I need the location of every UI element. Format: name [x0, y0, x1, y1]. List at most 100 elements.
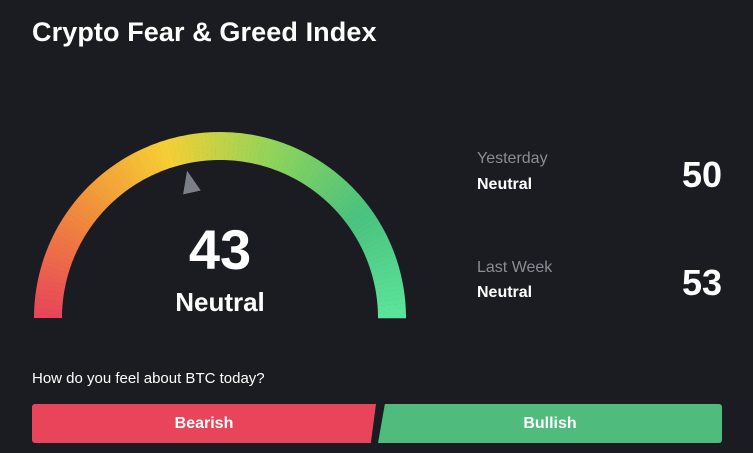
gauge-arc-segment — [85, 186, 109, 210]
gauge-arc-segment — [306, 162, 326, 188]
gauge-arc-segment — [252, 136, 264, 165]
gauge-arc-segment — [37, 279, 66, 290]
gauge-arc — [34, 132, 406, 319]
gauge-arc-segment — [322, 176, 345, 201]
gauge-arc-segment — [34, 312, 63, 318]
gauge-arc-segment — [291, 152, 309, 180]
gauge-arc-segment — [342, 200, 368, 222]
gauge-arc-segment — [328, 183, 352, 207]
gauge-arc-segment — [224, 132, 230, 161]
gauge-arc-segment — [35, 293, 64, 302]
gauge-arc-segment — [75, 197, 100, 219]
gauge-arc-segment — [127, 154, 145, 182]
gauge-arc-segment — [162, 139, 176, 168]
gauge-arc-segment — [48, 242, 76, 258]
gauge-arc-segment — [135, 150, 153, 178]
gauge-arc-segment — [364, 242, 392, 258]
gauge-arc-segment — [302, 159, 322, 186]
gauge-arc-segment — [360, 233, 388, 251]
history-lastweek-value: 53 — [681, 262, 722, 303]
gauge-arc-segment — [312, 167, 334, 193]
gauge-arc-segment — [236, 133, 245, 162]
gauge-arc-segment — [228, 132, 235, 161]
gauge-arc-segment — [340, 197, 365, 219]
gauge-arc-segment — [232, 132, 240, 161]
gauge-arc-segment — [148, 144, 164, 173]
gauge-arc-segment — [347, 208, 374, 229]
gauge-arc-segment — [66, 208, 93, 229]
gauge-arc-segment — [220, 132, 226, 161]
gauge-arc-segment — [276, 144, 292, 173]
gauge-arc-segment — [110, 164, 131, 191]
gauge-arc-segment — [376, 288, 405, 298]
gauge-arc-segment — [118, 159, 138, 186]
gauge-arc-segment — [153, 142, 168, 171]
bearish-button[interactable]: Bearish — [32, 404, 376, 443]
gauge-arc-segment — [316, 170, 338, 196]
gauge-arc-segment — [44, 251, 73, 266]
gauge-arc-segment — [36, 283, 65, 294]
gauge-arc-segment — [284, 148, 301, 176]
gauge-arc-segment — [38, 274, 67, 286]
gauge-arc-segment — [215, 132, 221, 161]
gauge-arc-segment — [371, 265, 400, 278]
gauge-arc-segment — [41, 260, 70, 274]
gauge-arc-segment — [205, 132, 212, 161]
gauge-arc-segment — [350, 212, 377, 233]
gauge-arc-segment — [114, 161, 135, 188]
gauge-arc-segment — [331, 186, 356, 210]
gauge-arc-segment — [39, 269, 68, 282]
gauge-arc-segment — [354, 220, 382, 240]
gauge-arc-segment — [102, 170, 124, 196]
gauge-arc-segment — [157, 141, 172, 170]
gauge-arc-segment — [122, 156, 142, 184]
gauge-arc-segment — [34, 308, 63, 314]
gauge-arc-segment — [362, 237, 391, 254]
gauge-arc-segment — [95, 176, 118, 201]
gauge-arc-segment — [240, 133, 250, 162]
gauge-arc-segment — [144, 146, 160, 174]
gauge-arc-segment — [78, 193, 103, 216]
gauge-arc-segment — [210, 132, 217, 161]
history-lastweek-caption: Last Week — [477, 259, 553, 276]
gauge-arc-segment — [337, 193, 362, 216]
gauge-arc-segment — [288, 150, 305, 178]
widget-title: Crypto Fear & Greed Index — [32, 17, 377, 47]
gauge-arc-segment — [272, 142, 287, 171]
bullish-button[interactable]: Bullish — [378, 404, 722, 443]
gauge-arc-segment — [58, 220, 86, 239]
gauge-arc-segment — [377, 303, 406, 310]
gauge-arc-segment — [358, 229, 386, 247]
gauge-arc-segment — [244, 134, 255, 163]
gauge-arc-segment — [370, 260, 399, 274]
gauge-arc-segment — [186, 134, 196, 163]
gauge-arc-segment — [264, 139, 278, 168]
gauge-arc-segment — [195, 132, 204, 162]
gauge-arc-segment — [34, 303, 63, 310]
gauge-needle-icon — [183, 170, 201, 195]
history-lastweek-label: Neutral — [477, 284, 533, 301]
gauge-arc-segment — [91, 179, 115, 204]
gauge-arc-segment — [35, 288, 64, 298]
history-yesterday-label: Neutral — [477, 176, 533, 193]
gauge-arc-segment — [325, 179, 349, 204]
gauge-arc-segment — [295, 154, 314, 182]
gauge-arc-segment — [268, 141, 283, 170]
gauge-arc-segment — [64, 212, 90, 232]
gauge-arc-segment — [377, 308, 406, 315]
gauge-arc-segment — [372, 269, 401, 282]
gauge-arc-segment — [373, 274, 402, 286]
gauge-arc-segment — [176, 136, 188, 165]
gauge-arc-segment — [374, 279, 403, 290]
gauge-arc-segment — [319, 173, 341, 198]
gauge-arc-segment — [368, 255, 397, 270]
gauge-arc-segment — [345, 204, 371, 226]
gauge-arc-segment — [377, 313, 406, 319]
gauge-arc-segment — [375, 284, 404, 294]
history-yesterday-caption: Yesterday — [477, 150, 548, 167]
gauge-arc-segment — [99, 173, 121, 198]
gauge-arc-segment — [334, 189, 359, 213]
gauge-arc-segment — [260, 138, 274, 167]
